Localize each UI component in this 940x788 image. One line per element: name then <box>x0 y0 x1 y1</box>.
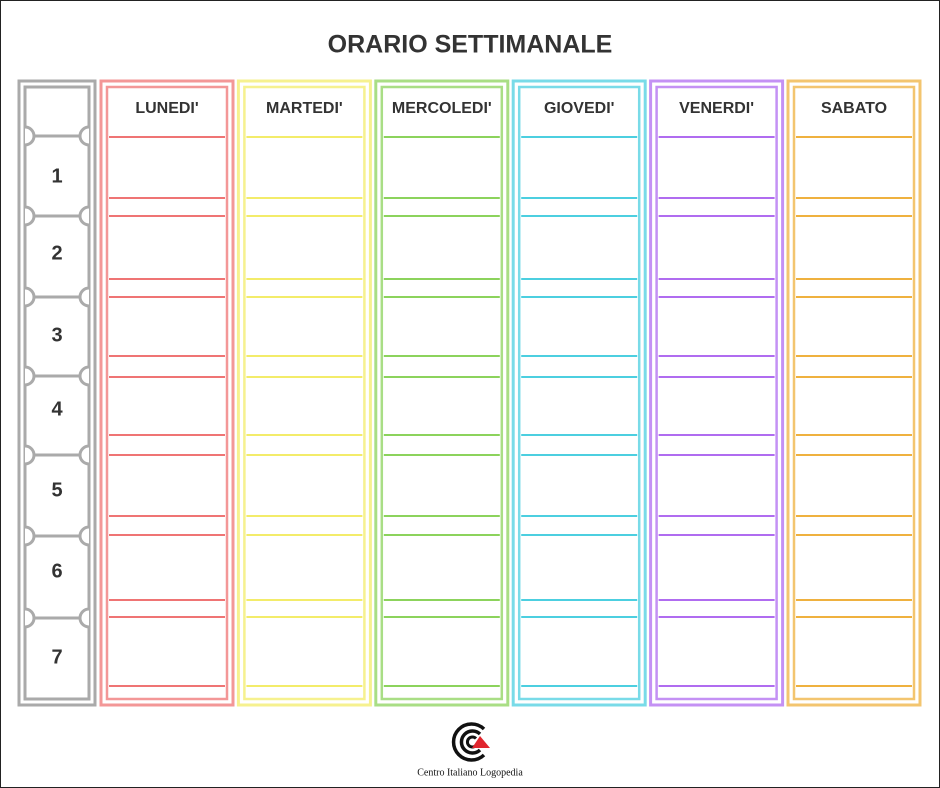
day-column-inner <box>655 85 778 701</box>
period-column-outer <box>17 79 97 707</box>
day-column-outer <box>786 79 922 707</box>
period-number: 5 <box>51 479 62 501</box>
title: ORARIO SETTIMANALE <box>328 31 613 59</box>
ring <box>78 286 90 308</box>
day-column-outer <box>649 79 785 707</box>
day-column-outer <box>99 79 235 707</box>
day-name: MARTEDI' <box>266 100 343 117</box>
day-column-inner <box>792 85 916 701</box>
day-name: VENERDI' <box>679 100 754 117</box>
day-column-outer <box>511 79 647 707</box>
ring <box>78 607 90 629</box>
logo <box>451 722 490 762</box>
period-number: 3 <box>51 324 62 346</box>
ring <box>78 205 90 227</box>
ring <box>24 205 36 227</box>
ring <box>24 365 36 387</box>
ring <box>78 365 90 387</box>
day-column-inner <box>380 85 504 701</box>
ring <box>24 444 36 466</box>
day-name: SABATO <box>821 100 887 117</box>
day-name: GIOVEDI' <box>544 100 614 117</box>
ring <box>24 607 36 629</box>
logo-text: Centro Italiano Logopedia <box>417 767 523 778</box>
ring <box>78 125 90 147</box>
ring <box>78 444 90 466</box>
period-number: 4 <box>51 398 63 420</box>
ring <box>24 286 36 308</box>
day-name: MERCOLEDI' <box>392 100 492 117</box>
period-number: 1 <box>51 165 62 187</box>
ring <box>24 525 36 547</box>
period-number: 2 <box>51 242 62 264</box>
day-column-outer <box>236 79 372 707</box>
day-column-inner <box>243 85 366 701</box>
day-name: LUNEDI' <box>135 100 198 117</box>
day-column-inner <box>105 85 229 701</box>
period-number: 6 <box>51 560 62 582</box>
period-number: 7 <box>51 646 62 668</box>
ring <box>24 125 36 147</box>
period-column-inner <box>23 85 91 701</box>
ring <box>78 525 90 547</box>
day-column-inner <box>517 85 641 701</box>
day-column-outer <box>374 79 510 707</box>
